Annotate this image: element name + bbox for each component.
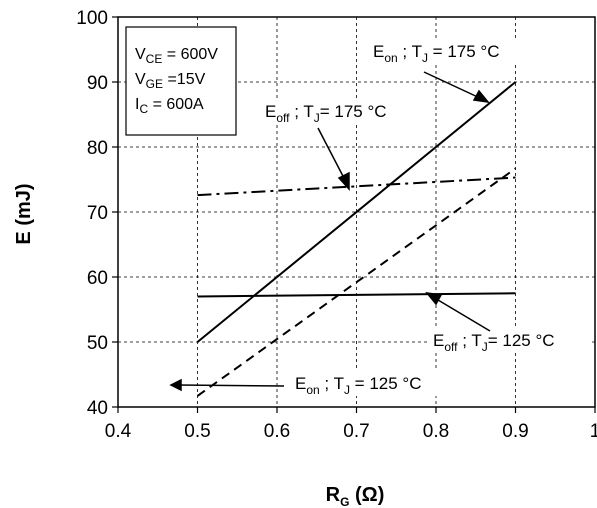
arrow-eon-125 bbox=[177, 384, 285, 387]
x-tick-label: 0.6 bbox=[264, 421, 290, 442]
y-tick-label: 90 bbox=[87, 73, 108, 94]
annotation-eon-125: Eon ; TJ = 125 °C bbox=[295, 374, 422, 397]
annotation-eon-175: Eon ; TJ = 175 °C bbox=[373, 42, 500, 65]
condition-vge: VGE =15V bbox=[135, 71, 206, 91]
y-tick-label: 50 bbox=[87, 333, 108, 354]
annotation-eoff-125: Eoff ; TJ= 125 °C bbox=[433, 331, 555, 354]
arrow-eoff-125 bbox=[432, 296, 491, 332]
arrow-eoff-125-head bbox=[425, 291, 443, 306]
axis-ticks: 0.4 0.5 0.6 0.7 0.8 0.9 1 40 50 60 70 80 90 100 bbox=[76, 8, 597, 442]
arrow-eoff-175-head bbox=[337, 171, 350, 191]
series-lines bbox=[196, 81, 517, 397]
y-tick-label: 60 bbox=[87, 268, 108, 289]
x-tick-label: 0.9 bbox=[502, 421, 528, 442]
x-tick-label: 0.5 bbox=[184, 421, 210, 442]
y-tick-label: 40 bbox=[87, 398, 108, 419]
condition-ic: IC = 600A bbox=[135, 96, 204, 116]
annotation-arrows bbox=[169, 71, 491, 392]
x-tick-label: 1 bbox=[590, 421, 597, 442]
series-line-3 bbox=[197, 292, 516, 298]
x-tick-label: 0.4 bbox=[105, 421, 132, 442]
annotation-eoff-175: Eoff ; TJ= 175 °C bbox=[265, 102, 387, 125]
x-tick-label: 0.8 bbox=[423, 421, 449, 442]
conditions-box: VCE = 600V VGE =15V IC = 600A bbox=[125, 26, 237, 136]
condition-vce: VCE = 600V bbox=[135, 46, 218, 66]
y-tick-label: 100 bbox=[76, 8, 108, 29]
x-axis-label: RG (Ω) bbox=[326, 484, 385, 508]
series-line-4 bbox=[196, 167, 517, 397]
y-tick-label: 80 bbox=[87, 138, 108, 159]
series-line-1 bbox=[196, 81, 517, 343]
arrow-eon-175 bbox=[423, 71, 483, 100]
y-axis-label: E (mJ) bbox=[13, 183, 35, 244]
x-tick-label: 0.7 bbox=[343, 421, 369, 442]
arrow-eon-125-head bbox=[169, 378, 182, 392]
arrow-eon-175-head bbox=[472, 89, 490, 104]
y-tick-label: 70 bbox=[87, 203, 108, 224]
arrow-eoff-175 bbox=[317, 127, 346, 181]
